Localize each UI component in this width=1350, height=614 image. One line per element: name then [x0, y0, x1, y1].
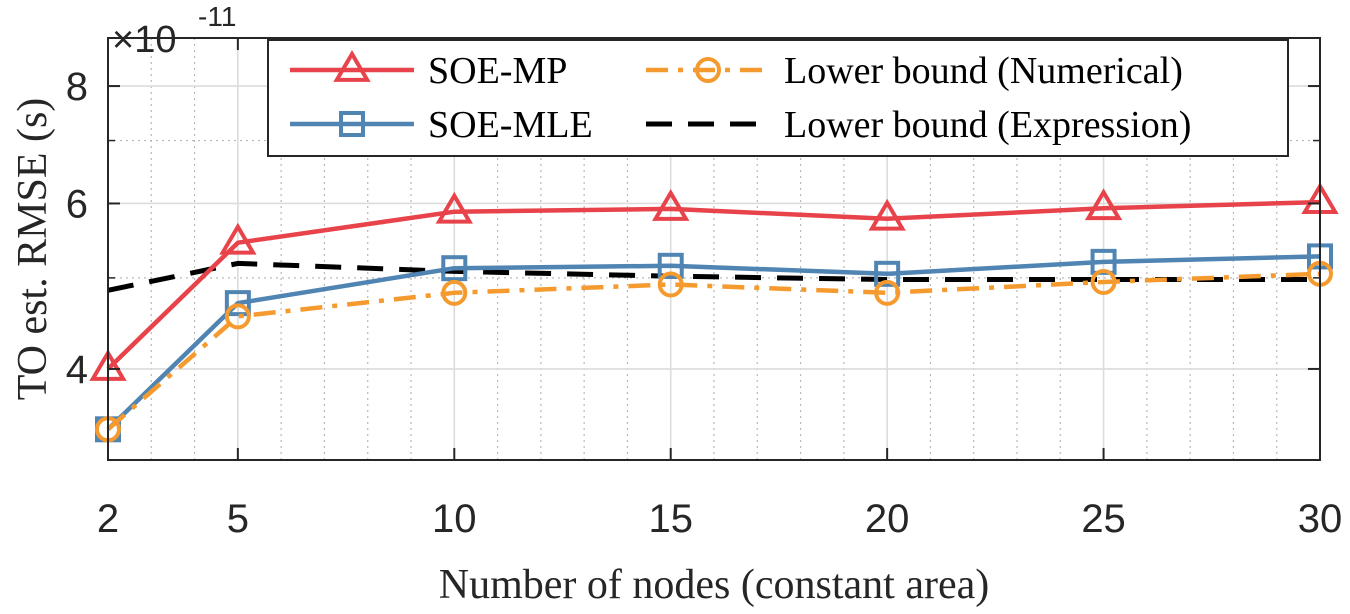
legend-marker [695, 57, 721, 83]
legend: SOE-MP SOE-MLE Lower bound (Numerical) Lowe… [267, 39, 1289, 157]
series-line [106, 199, 1321, 371]
data-point [657, 252, 684, 279]
y-axis-label: TO est. RMSE (s) [10, 98, 56, 401]
legend-marker [333, 50, 371, 82]
series-line [106, 254, 1321, 431]
data-point [224, 303, 251, 330]
data-point [441, 255, 468, 282]
data-point [868, 198, 906, 231]
series-line [106, 271, 1321, 431]
x-tick-label: 2 [97, 497, 119, 541]
data-point [652, 188, 690, 221]
y-tick-label: 4 [66, 348, 88, 392]
x-tick-label: 5 [227, 497, 249, 541]
x-tick-label: 20 [865, 497, 910, 541]
data-point [874, 279, 901, 306]
legend-entry: SOE-MP [290, 50, 567, 92]
data-point [1084, 188, 1123, 221]
data-point [1090, 268, 1117, 295]
x-tick-label: 10 [432, 497, 477, 541]
y-multiplier-exponent: -11 [198, 1, 236, 32]
legend-entry: Lower bound (Expression) [646, 104, 1191, 146]
legend-box [267, 39, 1289, 157]
legend-items: SOE-MP SOE-MLE Lower bound (Numerical) Lowe… [290, 50, 1191, 146]
data-point [874, 260, 901, 287]
x-tick-label: 15 [648, 497, 693, 541]
x-tick-label: 25 [1081, 497, 1126, 541]
y-multiplier-base: ×10 [112, 19, 176, 61]
x-axis-label: Number of nodes (constant area) [439, 562, 989, 608]
data-point [224, 290, 251, 317]
data-point [441, 279, 468, 306]
y-multiplier: ×10 -11 [112, 1, 236, 61]
data-point [435, 191, 473, 224]
legend-marker [339, 111, 365, 137]
legend-entry: SOE-MLE [290, 104, 593, 146]
data-point [657, 271, 684, 298]
plot-frame [107, 37, 1321, 461]
data-point [219, 222, 257, 255]
legend-label: Lower bound (Numerical) [784, 50, 1183, 92]
x-tick-label: 30 [1298, 497, 1343, 541]
y-tick-label: 8 [66, 65, 88, 109]
legend-label: Lower bound (Expression) [784, 104, 1191, 146]
legend-entry: Lower bound (Numerical) [646, 50, 1183, 92]
legend-label: SOE-MLE [428, 104, 593, 146]
legend-label: SOE-MP [428, 50, 567, 92]
y-tick-label: 6 [66, 182, 88, 226]
